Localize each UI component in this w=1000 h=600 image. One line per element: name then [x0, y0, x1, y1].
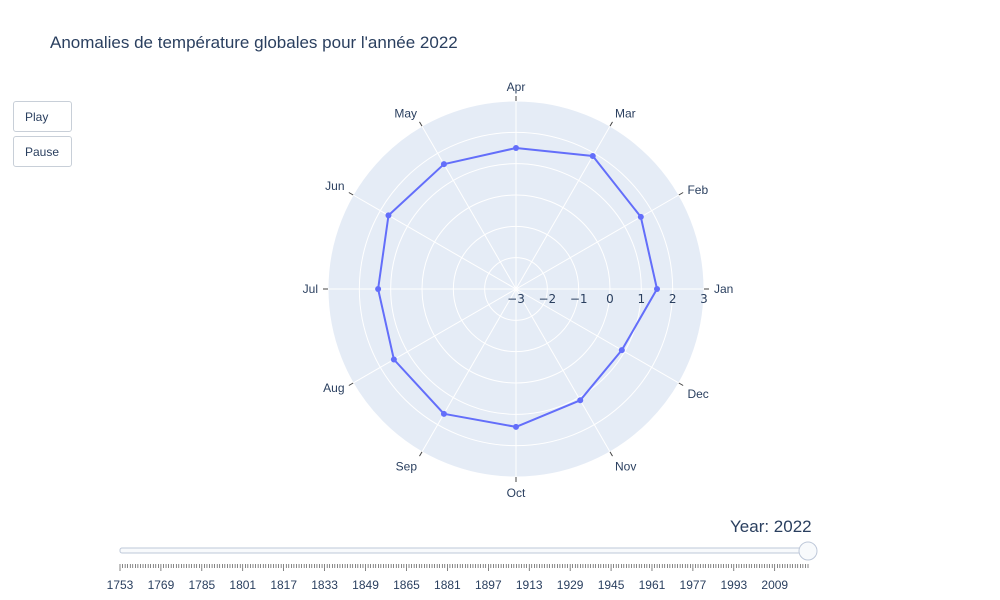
data-point-nov[interactable] — [577, 397, 584, 404]
angular-tick — [419, 121, 423, 127]
angular-label-apr: Apr — [507, 80, 526, 94]
angular-label-jan: Jan — [714, 282, 733, 296]
slider-tick-label: 1785 — [188, 578, 215, 592]
angular-label-feb: Feb — [687, 183, 708, 197]
slider-handle[interactable] — [798, 541, 818, 561]
angular-label-dec: Dec — [687, 387, 708, 401]
radial-tick-label: −2 — [538, 292, 556, 306]
angular-label-jun: Jun — [325, 179, 344, 193]
radial-tick-label: −1 — [570, 292, 588, 306]
data-point-apr[interactable] — [513, 145, 519, 151]
slider-tick-label: 1929 — [557, 578, 584, 592]
chart-title: Anomalies de température globales pour l… — [50, 33, 458, 52]
slider-tick-label: 1961 — [639, 578, 666, 592]
slider-tick-label: 1833 — [311, 578, 338, 592]
angular-tick — [678, 382, 684, 386]
slider-tick-label: 1753 — [107, 578, 134, 592]
data-point-aug[interactable] — [390, 356, 397, 363]
play-button[interactable]: Play — [13, 101, 72, 132]
slider-tick-label: 1993 — [720, 578, 747, 592]
slider-tick-label: 1977 — [680, 578, 707, 592]
data-point-sep[interactable] — [440, 410, 447, 417]
angular-label-may: May — [394, 107, 417, 121]
angular-gridline — [421, 125, 517, 290]
slider-current-year: 2022 — [773, 517, 812, 536]
radial-tick-label: 0 — [606, 292, 614, 306]
slider-tick-label: 1945 — [598, 578, 625, 592]
angular-gridline — [515, 288, 611, 453]
angular-tick — [419, 451, 423, 457]
angular-label-jul: Jul — [303, 282, 318, 296]
angular-gridline — [352, 288, 517, 384]
slider-tick-label: 1865 — [393, 578, 420, 592]
data-point-mar[interactable] — [589, 153, 596, 160]
slider-current-label: Year: 2022 — [730, 517, 812, 537]
slider-tick-label: 2009 — [761, 578, 788, 592]
radial-tick-label: 1 — [638, 292, 646, 306]
slider-tick-label: 1881 — [434, 578, 461, 592]
slider-tick-label: 1897 — [475, 578, 502, 592]
angular-tick — [348, 382, 354, 386]
radial-tick-label: 3 — [700, 292, 708, 306]
slider-tick-label: 1801 — [229, 578, 256, 592]
slider-tick-label: 1913 — [516, 578, 543, 592]
angular-gridline — [515, 125, 611, 290]
data-point-jul[interactable] — [375, 286, 382, 292]
data-point-may[interactable] — [440, 161, 447, 168]
angular-label-mar: Mar — [615, 107, 636, 121]
angular-tick — [678, 192, 684, 196]
angular-gridline — [515, 288, 680, 384]
angular-tick — [348, 192, 354, 196]
angular-label-nov: Nov — [615, 459, 636, 473]
angular-label-sep: Sep — [396, 459, 418, 473]
angular-gridline — [352, 194, 517, 290]
slider-tick-label: 1849 — [352, 578, 379, 592]
angular-tick — [609, 121, 613, 127]
pause-button[interactable]: Pause — [13, 136, 72, 167]
data-point-feb[interactable] — [637, 213, 644, 220]
angular-gridline — [421, 288, 517, 453]
angular-label-aug: Aug — [323, 381, 344, 395]
angular-tick — [609, 451, 613, 457]
data-point-jun[interactable] — [385, 212, 392, 219]
data-point-oct[interactable] — [513, 423, 519, 430]
data-point-dec[interactable] — [618, 347, 625, 354]
slider-label-prefix: Year: — [730, 517, 774, 536]
slider-rail[interactable] — [119, 547, 809, 554]
data-point-jan[interactable] — [654, 286, 660, 292]
angular-label-oct: Oct — [507, 486, 526, 500]
angular-gridline — [515, 194, 680, 290]
slider-tick-label: 1769 — [148, 578, 175, 592]
radial-tick-label: 2 — [669, 292, 677, 306]
slider-tick-label: 1817 — [270, 578, 297, 592]
radial-tick-label: −3 — [507, 292, 525, 306]
